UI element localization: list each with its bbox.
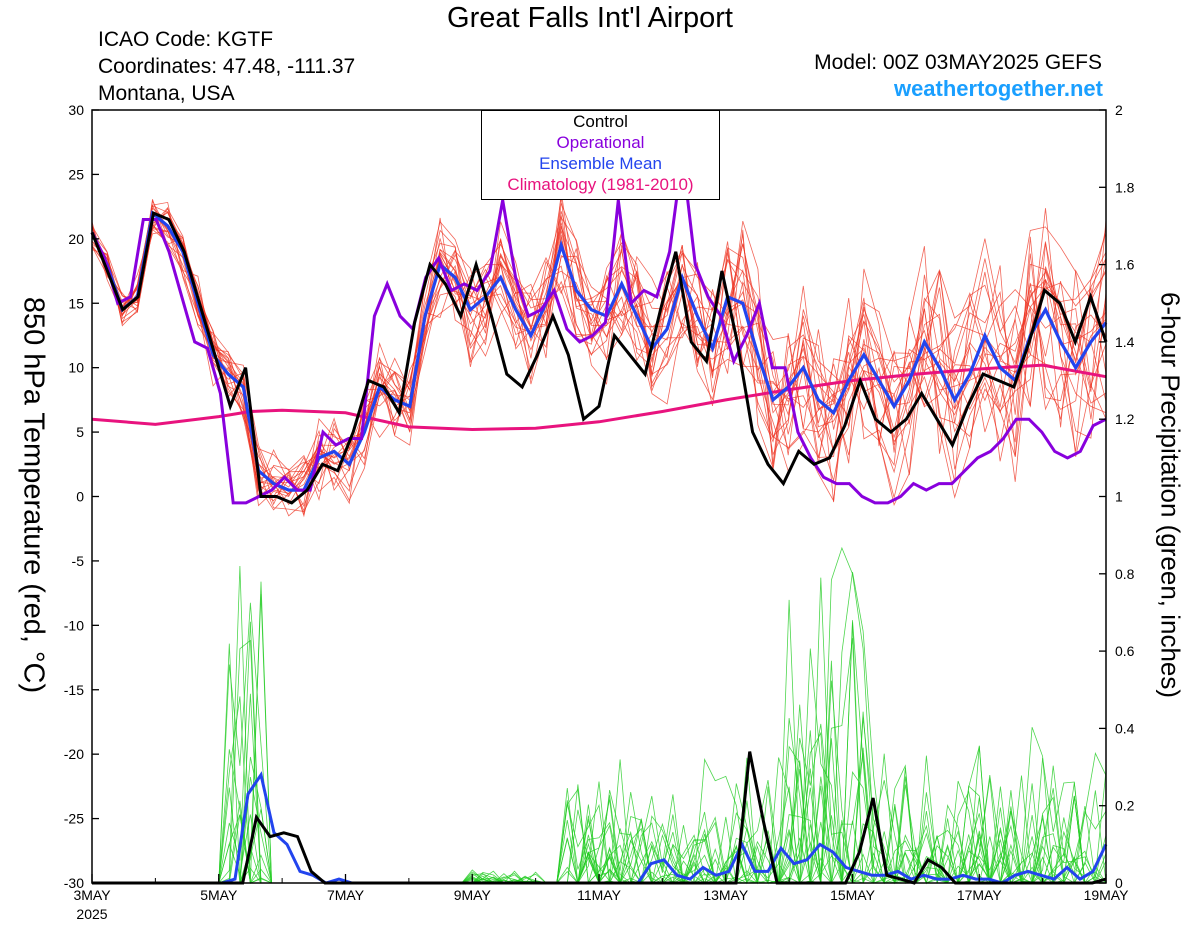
y-tick-label: -15 [64,682,84,698]
temp-control-line [90,210,1108,505]
y2-tick-label: 1.8 [1115,179,1135,195]
y2-tick-label: 0.8 [1115,566,1135,582]
y-tick-label: 15 [68,295,84,311]
main-series [90,154,1108,885]
y2-tick-label: 1 [1115,489,1123,505]
y-tick-label: 0 [76,489,84,505]
chart-title: Great Falls Int'l Airport [447,2,733,34]
temp-member-line [91,211,1107,488]
y2-tick-label: 0 [1115,875,1123,891]
x-tick-label: 17MAY [957,887,1003,903]
legend-item-control: Control [573,112,628,131]
legend: Control Operational Ensemble Mean Climat… [481,110,720,200]
y2-tick-label: 1.6 [1115,257,1135,273]
temp-member-line [91,223,1107,517]
y-axis-label-left: 850 hPa Temperature (red, °C) [17,296,50,694]
legend-item-operational: Operational [556,133,645,152]
y-tick-label: -10 [64,617,84,633]
precip-member-line [92,599,1107,885]
y-tick-label: 20 [68,231,84,247]
y2-tick-label: 0.4 [1115,720,1135,736]
x-tick-label: 11MAY [577,887,621,903]
y-tick-label: 30 [68,102,84,118]
y2-tick-label: 0.2 [1115,798,1135,814]
precip-member-line [92,756,1107,885]
precip-member-line [92,594,1106,885]
y-tick-label: -5 [72,553,85,569]
x-tick-label: 9MAY [454,887,492,903]
y-tick-label: 10 [68,360,84,376]
precip-member-line [92,693,1107,885]
y-tick-label: -30 [64,875,84,891]
x-tick-label: 5MAY [200,887,238,903]
model-run: Model: 00Z 03MAY2025 GEFS [814,51,1102,74]
precip-member-line [92,581,1107,885]
temp-member-line [91,211,1107,494]
x-tick-label: 3MAY [73,887,111,903]
temp-member-line [91,211,1107,513]
precip-ensemble-members [92,546,1107,885]
temp-member-line [91,201,1107,503]
site-link[interactable]: weathertogether.net [893,76,1103,101]
temp-operational-line [90,154,1107,505]
x-tick-label: 13MAY [703,887,749,903]
y2-tick-label: 2 [1115,102,1123,118]
x-tick-sublabel: 2025 [76,906,107,922]
y-tick-label: 25 [68,166,84,182]
axes: 302520151050-5-10-15-20-25-3021.81.61.41… [64,102,1135,922]
y2-tick-label: 1.2 [1115,411,1135,427]
x-tick-label: 15MAY [830,887,876,903]
y-tick-label: -20 [64,746,84,762]
x-tick-label: 7MAY [327,887,365,903]
y2-tick-label: 0.6 [1115,643,1135,659]
y-tick-label: 5 [76,424,84,440]
y2-tick-label: 1.4 [1115,334,1135,350]
y-tick-label: -25 [64,811,84,827]
legend-item-ensemble-mean: Ensemble Mean [539,154,662,173]
x-tick-label: 19MAY [1084,887,1130,903]
temp-mean-line [90,210,1108,492]
y-axis-label-right: 6-hour Precipitation (green, inches) [1155,291,1186,699]
temp-member-line [91,199,1107,491]
coordinates: Coordinates: 47.48, -111.37 [98,55,356,78]
legend-item-climatology: Climatology (1981-2010) [507,175,694,194]
temp-ensemble-members [91,191,1107,518]
temp-member-line [91,204,1107,516]
icao-code: ICAO Code: KGTF [98,28,274,51]
temp-member-line [91,210,1107,487]
region: Montana, USA [98,82,235,105]
